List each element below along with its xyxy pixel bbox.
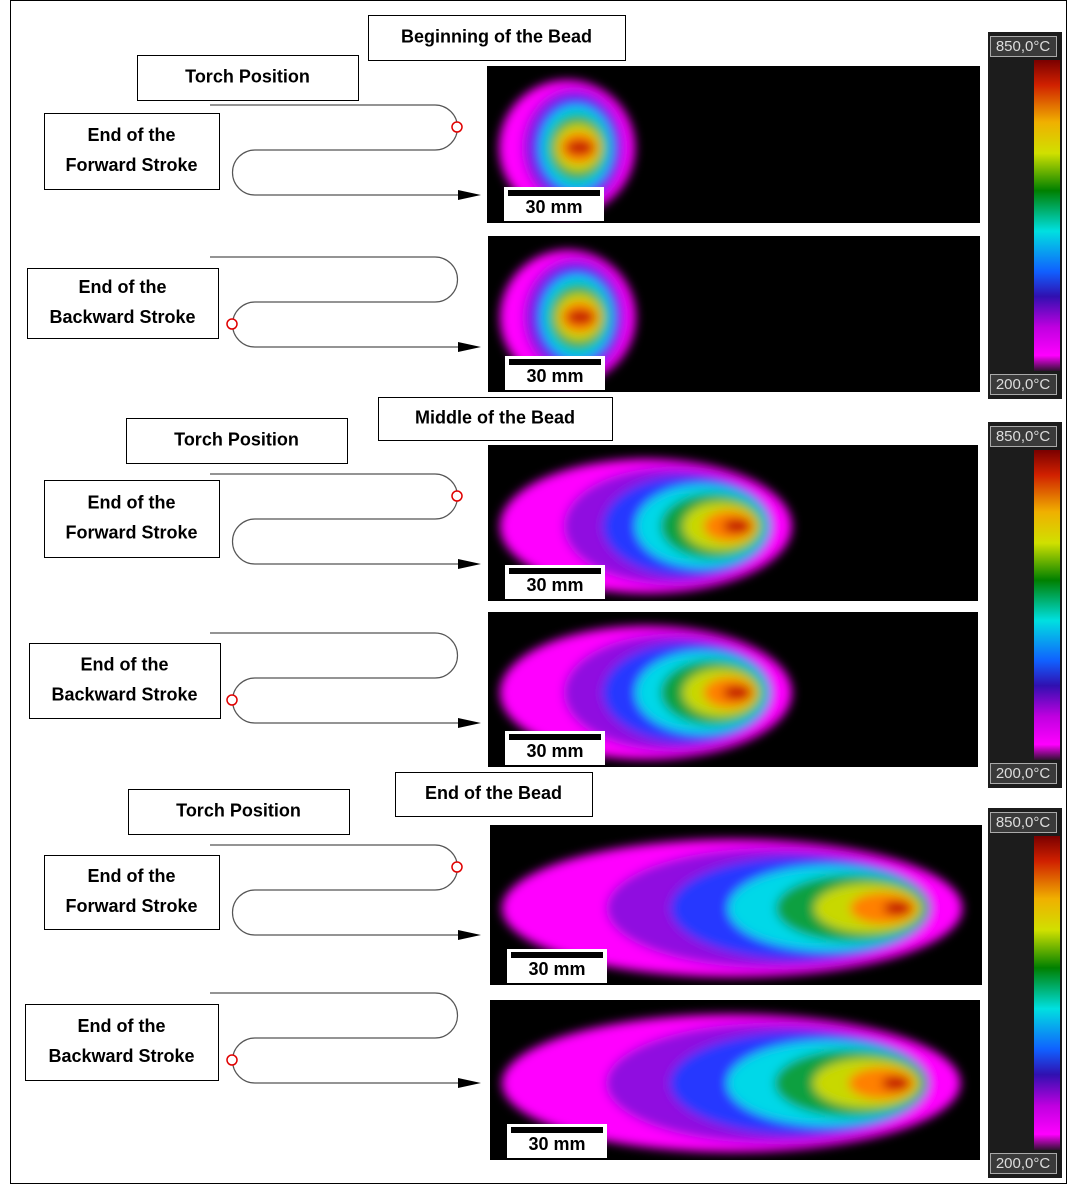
torch-path (210, 845, 462, 935)
scale-label: 30 mm (526, 741, 583, 761)
stroke-label: Backward Stroke (51, 684, 197, 704)
heat-zone (882, 1076, 910, 1090)
torch-label: Torch Position (176, 800, 301, 820)
scale-bar (509, 568, 601, 574)
arrow-head (458, 559, 481, 569)
scale-label: 30 mm (525, 197, 582, 217)
heat-zone (566, 141, 594, 155)
section-title: End of the Bead (425, 783, 562, 803)
torch-marker (227, 319, 237, 329)
scale-label: 30 mm (528, 1134, 585, 1154)
scale-label: 30 mm (528, 959, 585, 979)
arrow-head (458, 718, 481, 728)
heat-zone (883, 901, 911, 915)
colorbar-gradient (1034, 450, 1060, 760)
stroke-label: End of the (88, 492, 176, 512)
arrow-head (458, 190, 481, 200)
scale-bar (511, 1127, 603, 1133)
stroke-label: Backward Stroke (48, 1046, 194, 1066)
scale-bar (509, 359, 601, 365)
torch-label: Torch Position (185, 66, 310, 86)
stroke-label: End of the (79, 277, 167, 297)
colorbar-min: 200,0°C (996, 1155, 1051, 1172)
stroke-label: End of the (88, 866, 176, 886)
colorbar-min: 200,0°C (996, 765, 1051, 782)
scale-label: 30 mm (526, 575, 583, 595)
colorbar-max: 850,0°C (996, 428, 1051, 445)
colorbar-gradient (1034, 836, 1060, 1150)
colorbar-gradient (1034, 60, 1060, 371)
arrow-head (458, 342, 481, 352)
scale-bar (508, 190, 600, 196)
torch-label: Torch Position (174, 429, 299, 449)
torch-path (210, 993, 462, 1083)
heat-zone (723, 686, 751, 700)
torch-marker (452, 122, 462, 132)
torch-marker (227, 1055, 237, 1065)
figure: Beginning of the Bead Torch Position End o… (0, 0, 1068, 1185)
scale-bar (511, 952, 603, 958)
torch-path (210, 633, 462, 723)
scale-label: 30 mm (526, 366, 583, 386)
torch-path (210, 257, 462, 347)
stroke-label: Forward Stroke (65, 896, 197, 916)
heat-zone (723, 519, 751, 533)
torch-marker (452, 491, 462, 501)
stroke-label: Forward Stroke (65, 155, 197, 175)
arrow-head (458, 1078, 481, 1088)
stroke-label: End of the (81, 654, 169, 674)
colorbar-max: 850,0°C (996, 814, 1051, 831)
stroke-label: End of the (88, 125, 176, 145)
torch-marker (452, 862, 462, 872)
colorbar-min: 200,0°C (996, 376, 1051, 393)
scale-bar (509, 734, 601, 740)
stroke-label: Backward Stroke (49, 307, 195, 327)
torch-marker (227, 695, 237, 705)
arrow-head (458, 930, 481, 940)
stroke-label: Forward Stroke (65, 522, 197, 542)
torch-path (210, 105, 462, 195)
colorbar-max: 850,0°C (996, 38, 1051, 55)
stroke-label: End of the (78, 1016, 166, 1036)
section-title: Beginning of the Bead (401, 26, 592, 46)
section-title: Middle of the Bead (415, 407, 575, 427)
torch-path (210, 474, 462, 564)
heat-zone (567, 310, 595, 324)
